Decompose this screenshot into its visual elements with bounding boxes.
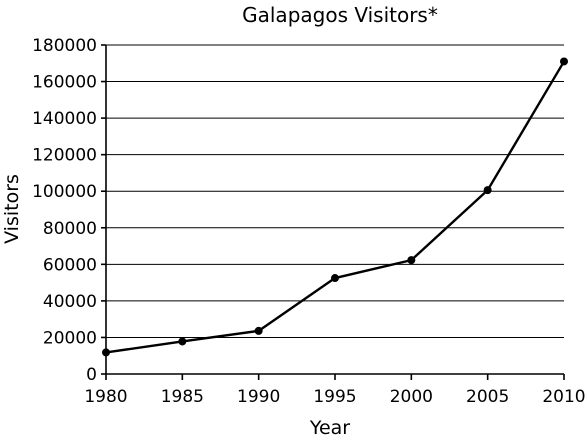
data-point-2000 xyxy=(407,256,416,265)
x-tick-label: 1980 xyxy=(84,387,127,407)
y-tick-label: 60000 xyxy=(43,255,97,275)
y-tick-label: 180000 xyxy=(32,36,97,56)
x-tick-label: 2005 xyxy=(466,387,509,407)
y-tick-label: 80000 xyxy=(43,219,97,239)
data-point-2010 xyxy=(560,57,568,66)
data-point-2005 xyxy=(483,186,492,195)
x-tick-label: 1995 xyxy=(313,387,356,407)
data-point-1990 xyxy=(254,326,263,335)
y-tick-label: 160000 xyxy=(32,73,97,93)
y-tick-label: 140000 xyxy=(32,109,97,129)
chart-title: Galapagos Visitors* xyxy=(242,3,438,27)
x-tick-labels: 1980 1985 1990 1995 2000 2005 2010 xyxy=(84,387,585,407)
y-tick-label: 120000 xyxy=(32,146,97,166)
y-tick-label: 0 xyxy=(86,365,97,385)
y-axis-label: Visitors xyxy=(1,174,23,244)
x-tick-label: 2010 xyxy=(542,387,585,407)
x-tick-label: 1990 xyxy=(237,387,280,407)
data-point-1995 xyxy=(331,274,339,283)
y-tick-label: 40000 xyxy=(43,292,97,312)
grid-lines xyxy=(106,44,564,338)
series-line-0 xyxy=(105,60,566,354)
data-point-1985 xyxy=(178,337,187,346)
y-tick-label: 100000 xyxy=(32,182,97,202)
y-tick-label: 20000 xyxy=(43,328,97,348)
x-axis-label: Year xyxy=(309,417,350,439)
series-visitors xyxy=(102,57,568,357)
x-tick-label: 2000 xyxy=(390,387,433,407)
data-point-1980 xyxy=(102,348,110,357)
y-tick-labels: 0 20000 40000 60000 80000 100000 120000 140000 1… xyxy=(32,36,97,385)
axes xyxy=(101,44,565,380)
x-tick-label: 1985 xyxy=(161,387,204,407)
